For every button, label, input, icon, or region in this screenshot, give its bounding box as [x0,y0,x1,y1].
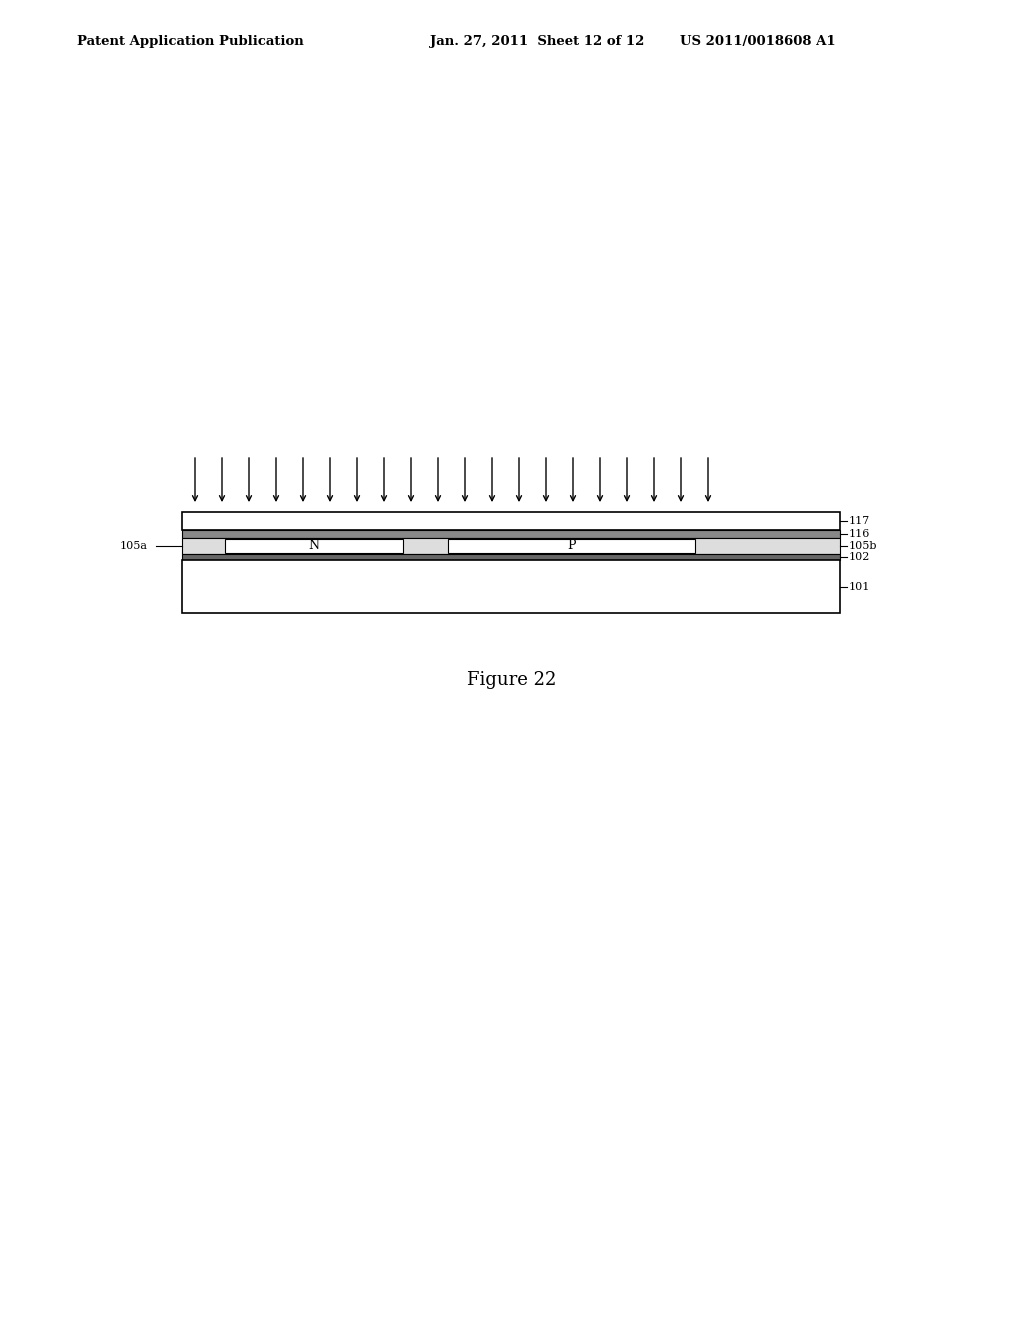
Text: Patent Application Publication: Patent Application Publication [77,36,304,49]
Text: 105b: 105b [849,541,878,550]
Bar [182,554,840,560]
Text: 105a: 105a [120,541,148,550]
Text: 117: 117 [849,516,870,525]
Text: N: N [308,540,319,553]
Text: US 2011/0018608 A1: US 2011/0018608 A1 [680,36,836,49]
Bar [182,531,840,539]
Text: 101: 101 [849,582,870,591]
Bar [182,539,840,554]
Text: Figure 22: Figure 22 [467,671,557,689]
Text: 116: 116 [849,529,870,539]
Bar [225,539,403,553]
Bar [449,539,695,553]
Text: 102: 102 [849,552,870,562]
Bar [182,512,840,531]
Text: P: P [567,540,575,553]
Bar [182,560,840,612]
Text: Jan. 27, 2011  Sheet 12 of 12: Jan. 27, 2011 Sheet 12 of 12 [430,36,644,49]
